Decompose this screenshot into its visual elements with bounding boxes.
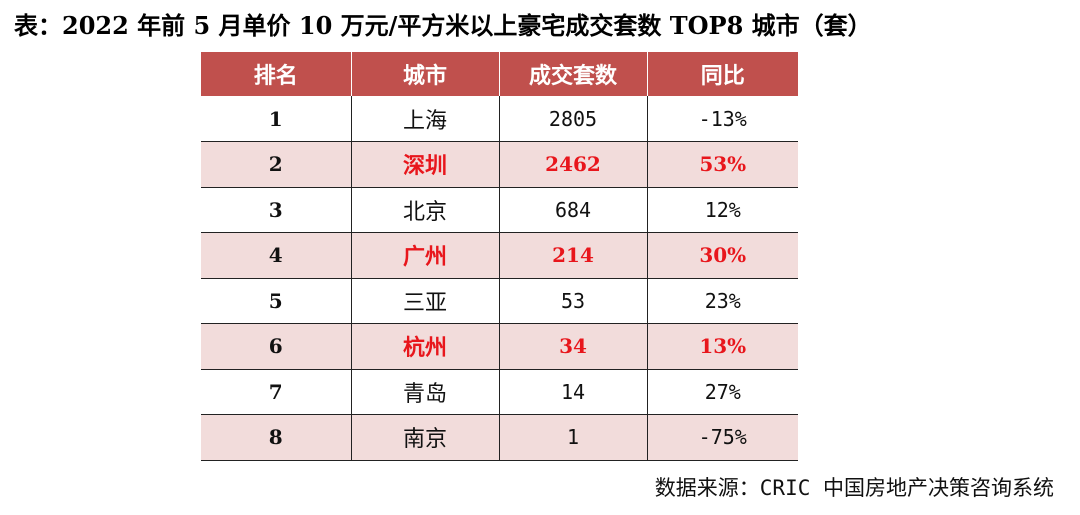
cell-city: 北京 [350, 187, 499, 233]
cell-yoy: 13% [646, 323, 798, 370]
cell-yoy: 27% [646, 369, 798, 415]
cell-yoy: -75% [646, 414, 798, 461]
cell-deals: 14 [498, 369, 647, 415]
cell-yoy: 53% [646, 141, 798, 188]
cell-city: 上海 [350, 96, 499, 142]
table-row: 8 南京 1 -75% [201, 414, 798, 461]
cell-rank: 1 [201, 96, 351, 142]
cell-deals: 1 [498, 414, 647, 461]
table-row: 3 北京 684 12% [201, 187, 798, 233]
cell-city: 广州 [350, 232, 499, 279]
table-header-row: 排名 城市 成交套数 同比 [201, 52, 798, 96]
top8-cities-table: 排名 城市 成交套数 同比 1 上海 2805 -13% 2 深圳 2462 5… [201, 52, 798, 461]
cell-city: 青岛 [350, 369, 499, 415]
cell-city: 杭州 [350, 323, 499, 370]
cell-yoy: -13% [646, 96, 798, 142]
table-row: 2 深圳 2462 53% [201, 141, 798, 188]
cell-rank: 5 [201, 278, 351, 324]
header-rank: 排名 [253, 64, 298, 89]
cell-deals: 684 [498, 187, 647, 233]
cell-deals: 53 [498, 278, 647, 324]
cell-yoy: 23% [646, 278, 798, 324]
table-title: 表：2022 年前 5 月单价 10 万元/平方米以上豪宅成交套数 TOP8 城… [14, 11, 872, 40]
header-city: 城市 [350, 52, 499, 96]
cell-rank: 7 [201, 369, 351, 415]
cell-yoy: 12% [646, 187, 798, 233]
cell-deals: 214 [498, 232, 647, 279]
header-deals: 成交套数 [498, 52, 647, 96]
table-row: 4 广州 214 30% [201, 232, 798, 279]
cell-city: 三亚 [350, 278, 499, 324]
cell-yoy: 30% [646, 232, 798, 279]
table-row: 1 上海 2805 -13% [201, 96, 798, 142]
table-row: 7 青岛 14 27% [201, 369, 798, 415]
cell-rank: 4 [201, 232, 351, 279]
cell-rank: 2 [201, 141, 351, 188]
header-yoy: 同比 [646, 52, 798, 96]
table-row: 6 杭州 34 13% [201, 323, 798, 370]
cell-deals: 2805 [498, 96, 647, 142]
cell-rank: 8 [201, 414, 351, 461]
cell-deals: 2462 [498, 141, 647, 188]
cell-deals: 34 [498, 323, 647, 370]
cell-rank: 3 [201, 187, 351, 233]
cell-city: 南京 [350, 414, 499, 461]
table-row: 5 三亚 53 23% [201, 278, 798, 324]
cell-rank: 6 [201, 323, 351, 370]
cell-city: 深圳 [350, 141, 499, 188]
data-source-note: 数据来源：CRIC 中国房地产决策咨询系统 [654, 476, 1054, 500]
